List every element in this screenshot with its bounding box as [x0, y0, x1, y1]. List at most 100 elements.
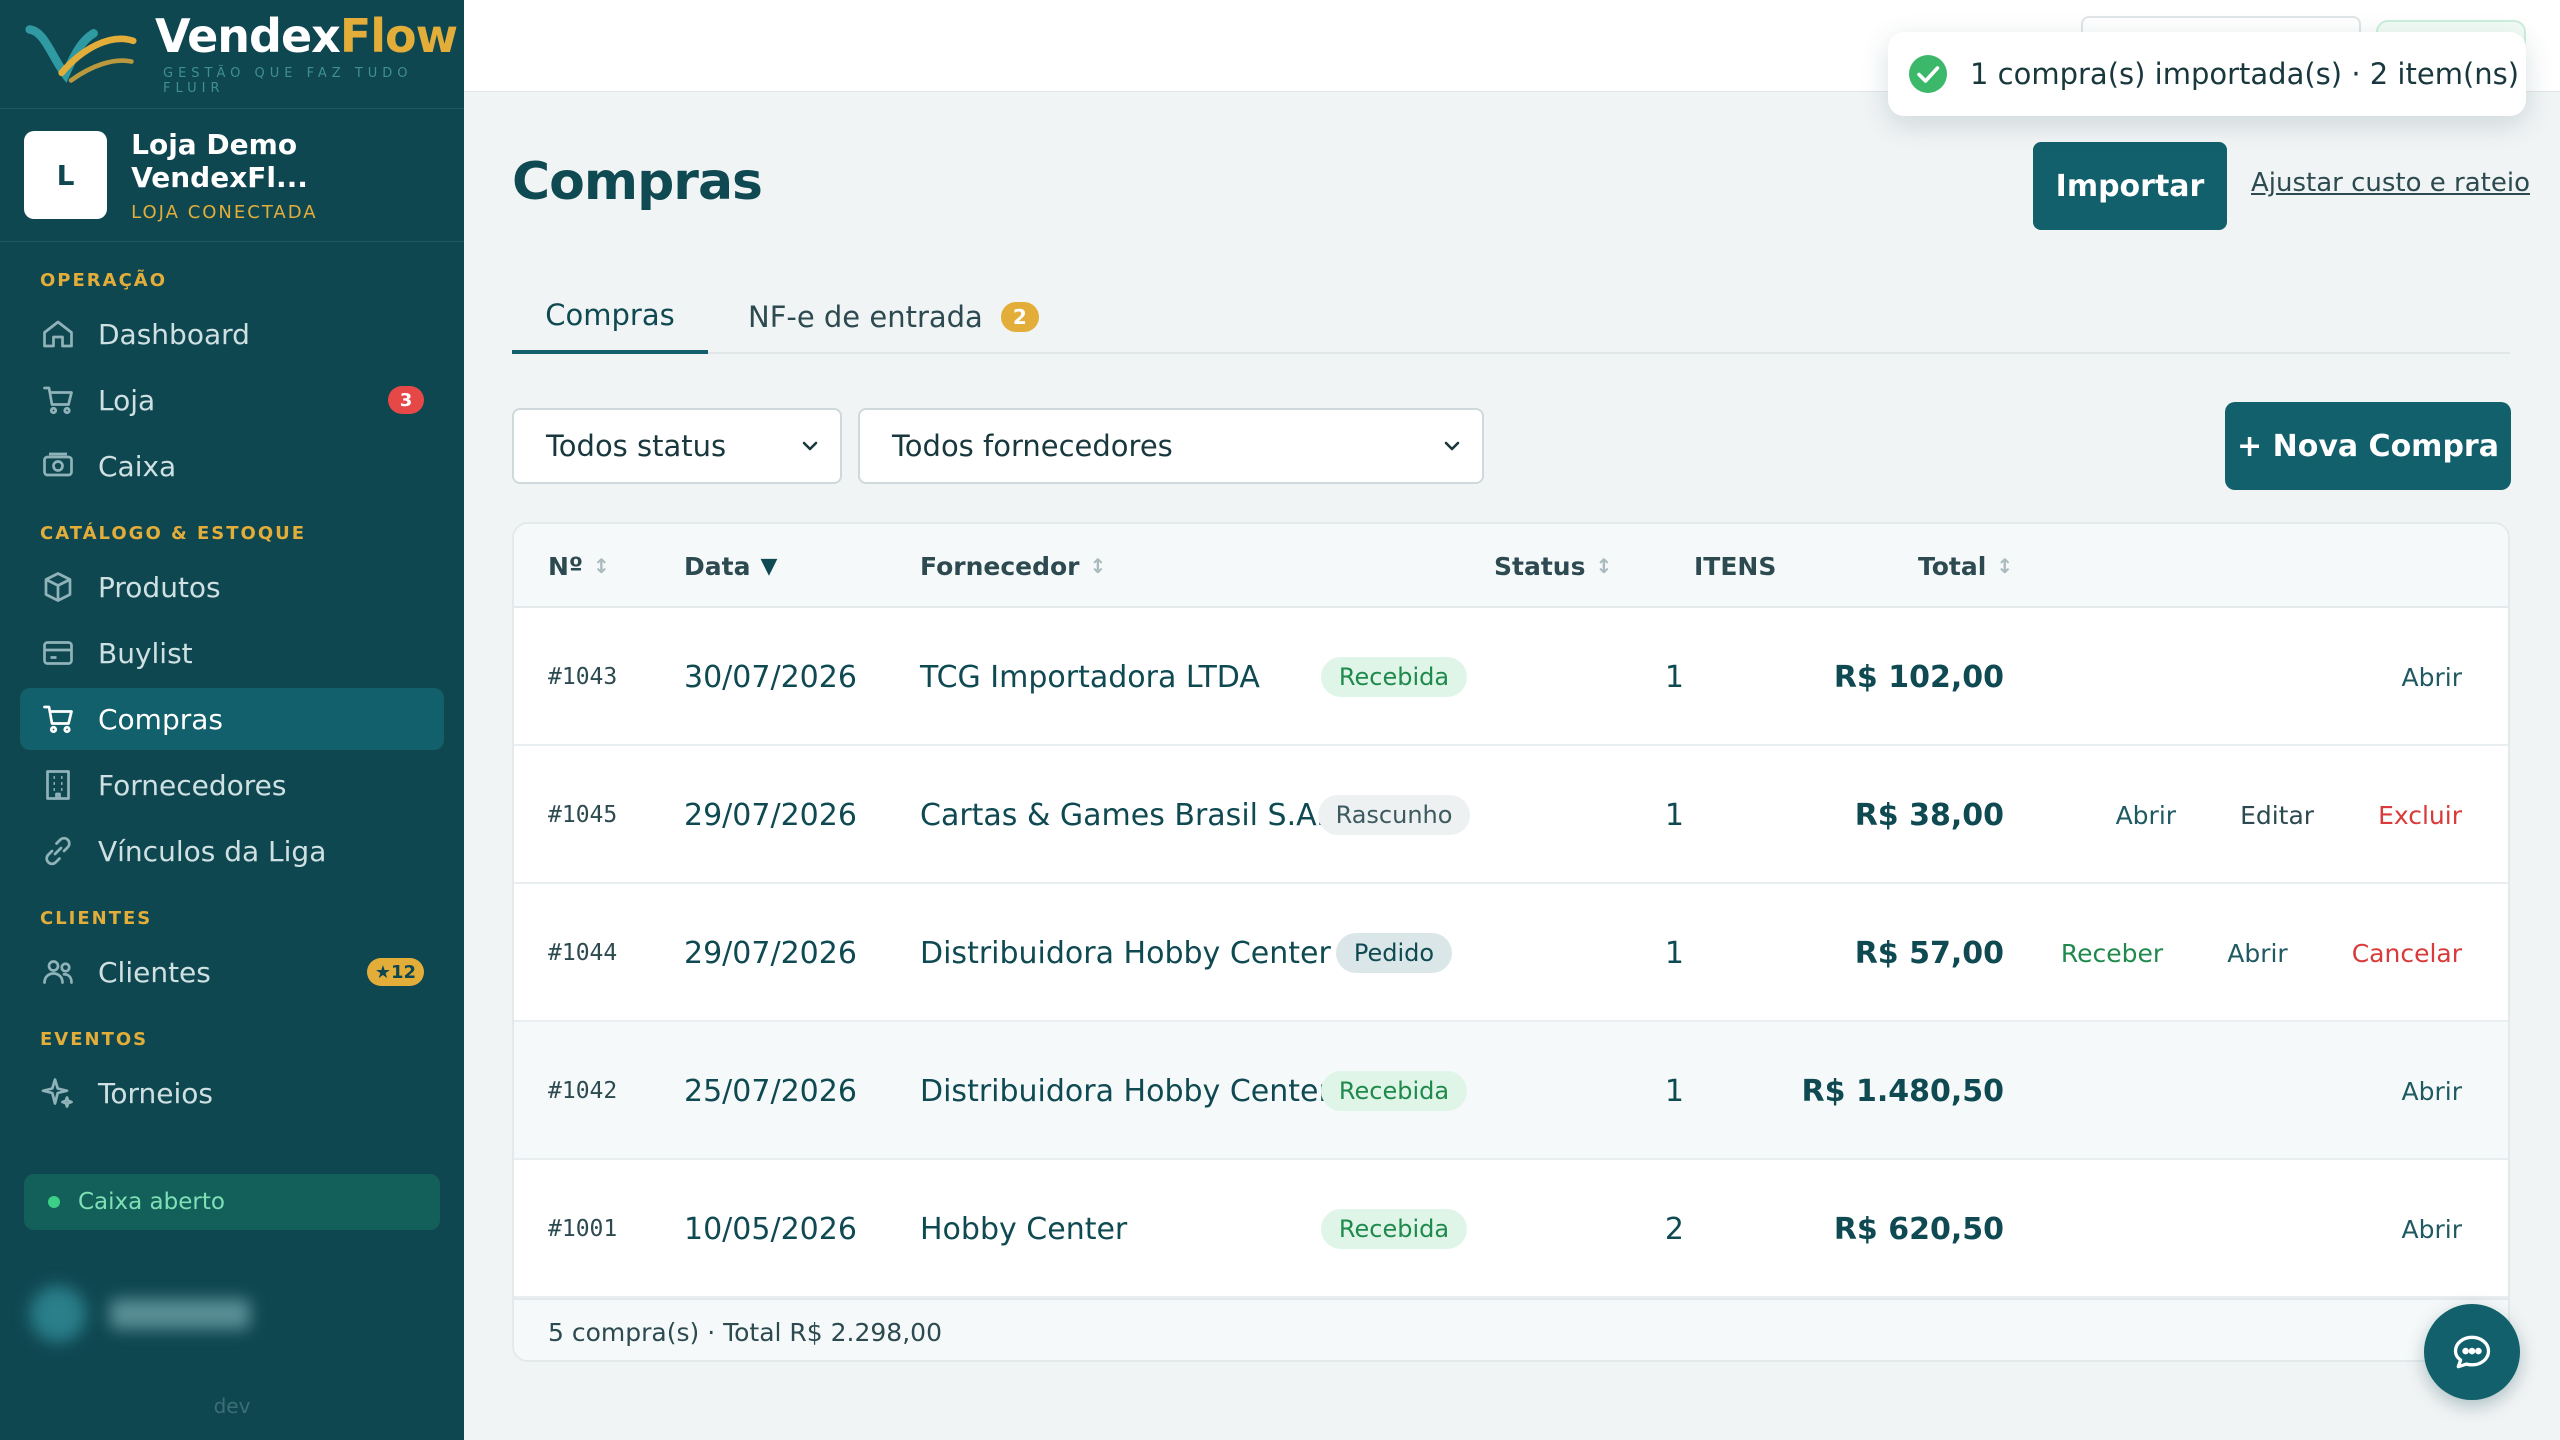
table-row[interactable]: #1043 30/07/2026 TCG Importadora LTDA Re… [514, 608, 2508, 746]
open-button[interactable]: Abrir [2401, 662, 2462, 692]
status-badge: Recebida [1320, 657, 1468, 697]
supplier-filter-value: Todos fornecedores [892, 429, 1173, 463]
brand-tagline: GESTÃO QUE FAZ TUDO FLUIR [163, 66, 413, 96]
purchase-items: 1 [1664, 935, 1684, 971]
col-header-label: Status [1494, 551, 1586, 581]
tab-compras[interactable]: Compras [512, 280, 708, 354]
sidebar-nav: OPERAÇÃO Dashboard Loja 3 Caixa CATÁLOGO… [0, 242, 464, 1124]
status-filter-value: Todos status [546, 429, 727, 463]
cash-register-icon [40, 448, 76, 484]
box-icon [40, 569, 76, 605]
col-header-label: Nº [548, 551, 584, 581]
table-footer-summary: 5 compra(s) · Total R$ 2.298,00 [514, 1298, 2508, 1360]
status-badge: Recebida [1320, 1209, 1468, 1249]
sidebar-item-loja[interactable]: Loja 3 [20, 369, 444, 431]
col-header-num[interactable]: Nº ↕ [548, 524, 610, 608]
purchase-date: 29/07/2026 [684, 797, 857, 833]
sidebar-item-label: Torneios [98, 1076, 213, 1110]
chevron-down-icon [1444, 441, 1460, 451]
cancel-button[interactable]: Cancelar [2351, 938, 2462, 968]
supplier-filter-select[interactable]: Todos fornecedores [858, 408, 1484, 484]
row-actions: Abrir [2402, 608, 2462, 746]
open-button[interactable]: Abrir [2227, 938, 2288, 968]
open-button[interactable]: Abrir [2401, 1214, 2462, 1244]
row-actions: Abrir [2402, 1160, 2462, 1298]
sidebar-item-clientes[interactable]: Clientes ★12 [20, 941, 444, 1003]
status-badge: Rascunho [1317, 795, 1471, 835]
tab-label: NF-e de entrada [748, 300, 983, 334]
status-cell: Pedido [1274, 884, 1514, 1022]
status-cell: Rascunho [1274, 746, 1514, 884]
col-header-label: Total [1918, 551, 1987, 581]
sort-icon: ↕ [1996, 554, 2014, 578]
cash-status[interactable]: Caixa aberto [24, 1174, 440, 1230]
new-purchase-button[interactable]: + Nova Compra [2225, 402, 2511, 490]
col-header-total[interactable]: Total ↕ [1918, 524, 2013, 608]
brand[interactable]: VendexFlow GESTÃO QUE FAZ TUDO FLUIR [0, 0, 464, 108]
table-row[interactable]: #1044 29/07/2026 Distribuidora Hobby Cen… [514, 884, 2508, 1022]
purchase-supplier: TCG Importadora LTDA [920, 659, 1260, 695]
status-cell: Recebida [1274, 1022, 1514, 1160]
col-header-label: ITENS [1694, 551, 1777, 581]
page-title: Compras [512, 152, 763, 212]
user-profile[interactable] [30, 1282, 430, 1346]
col-header-supplier[interactable]: Fornecedor ↕ [920, 524, 1106, 608]
purchase-number: #1044 [548, 940, 618, 966]
check-circle-icon [1909, 55, 1947, 93]
purchase-date: 10/05/2026 [684, 1211, 857, 1247]
chat-button[interactable] [2424, 1304, 2520, 1400]
delete-button[interactable]: Excluir [2378, 800, 2462, 830]
sidebar-item-label: Vínculos da Liga [98, 834, 327, 868]
row-actions: Abrir [2402, 1022, 2462, 1160]
tabs: Compras NF-e de entrada 2 [512, 280, 2510, 354]
purchase-date: 30/07/2026 [684, 659, 857, 695]
purchase-total: R$ 1.480,50 [1801, 1073, 2004, 1109]
link-icon [40, 833, 76, 869]
open-button[interactable]: Abrir [2115, 800, 2177, 830]
users-icon [40, 954, 76, 990]
row-actions: Receber Abrir Cancelar [2061, 884, 2462, 1022]
open-button[interactable]: Abrir [2401, 1076, 2462, 1106]
cash-status-label: Caixa aberto [78, 1189, 225, 1215]
edit-button[interactable]: Editar [2240, 800, 2315, 830]
sidebar-item-vinculos[interactable]: Vínculos da Liga [20, 820, 444, 882]
sort-icon: ↕ [1595, 554, 1613, 578]
sort-icon: ↕ [593, 554, 610, 578]
table-row[interactable]: #1045 29/07/2026 Cartas & Games Brasil S… [514, 746, 2508, 884]
col-header-date[interactable]: Data ▼ [684, 524, 777, 608]
col-header-status[interactable]: Status ↕ [1494, 524, 1612, 608]
store-name: Loja Demo VendexFl... [131, 127, 308, 194]
user-name-redacted [110, 1299, 250, 1329]
adjust-cost-link[interactable]: Ajustar custo e rateio [2251, 168, 2531, 198]
sidebar-item-buylist[interactable]: Buylist [20, 622, 444, 684]
purchase-items: 1 [1664, 1073, 1684, 1109]
table-row[interactable]: #1042 25/07/2026 Distribuidora Hobby Cen… [514, 1022, 2508, 1160]
sidebar-item-caixa[interactable]: Caixa [20, 435, 444, 497]
purchase-total: R$ 38,00 [1854, 797, 2004, 833]
purchase-supplier: Cartas & Games Brasil S.A. [920, 797, 1326, 833]
sidebar-item-dashboard[interactable]: Dashboard [20, 303, 444, 365]
sidebar-item-label: Clientes [98, 955, 211, 989]
status-filter-select[interactable]: Todos status [512, 408, 842, 484]
purchase-total: R$ 57,00 [1854, 935, 2004, 971]
tab-nfe-entrada[interactable]: NF-e de entrada 2 [748, 280, 1039, 354]
receive-button[interactable]: Receber [2060, 938, 2164, 968]
sidebar-item-compras[interactable]: Compras [20, 688, 444, 750]
nav-section-eventos: EVENTOS [40, 1029, 149, 1050]
success-toast: 1 compra(s) importada(s) · 2 item(ns) [1888, 32, 2526, 116]
status-badge: Pedido [1335, 933, 1453, 973]
purchase-items: 1 [1664, 797, 1684, 833]
sidebar-item-produtos[interactable]: Produtos [20, 556, 444, 618]
col-header-label: Data [684, 551, 751, 581]
import-button[interactable]: Importar [2033, 142, 2227, 230]
table-row[interactable]: #1001 10/05/2026 Hobby Center Recebida 2… [514, 1160, 2508, 1298]
store-switcher[interactable]: L Loja Demo VendexFl... LOJA CONECTADA [0, 108, 464, 242]
sidebar-item-fornecedores[interactable]: Fornecedores [20, 754, 444, 816]
tab-badge: 2 [1000, 302, 1039, 332]
sort-desc-icon: ▼ [760, 553, 778, 579]
sidebar-item-torneios[interactable]: Torneios [20, 1062, 444, 1124]
status-cell: Recebida [1274, 1160, 1514, 1298]
sidebar-item-label: Buylist [98, 636, 193, 670]
sidebar-item-label: Loja [98, 383, 156, 417]
tab-label: Compras [545, 298, 675, 332]
